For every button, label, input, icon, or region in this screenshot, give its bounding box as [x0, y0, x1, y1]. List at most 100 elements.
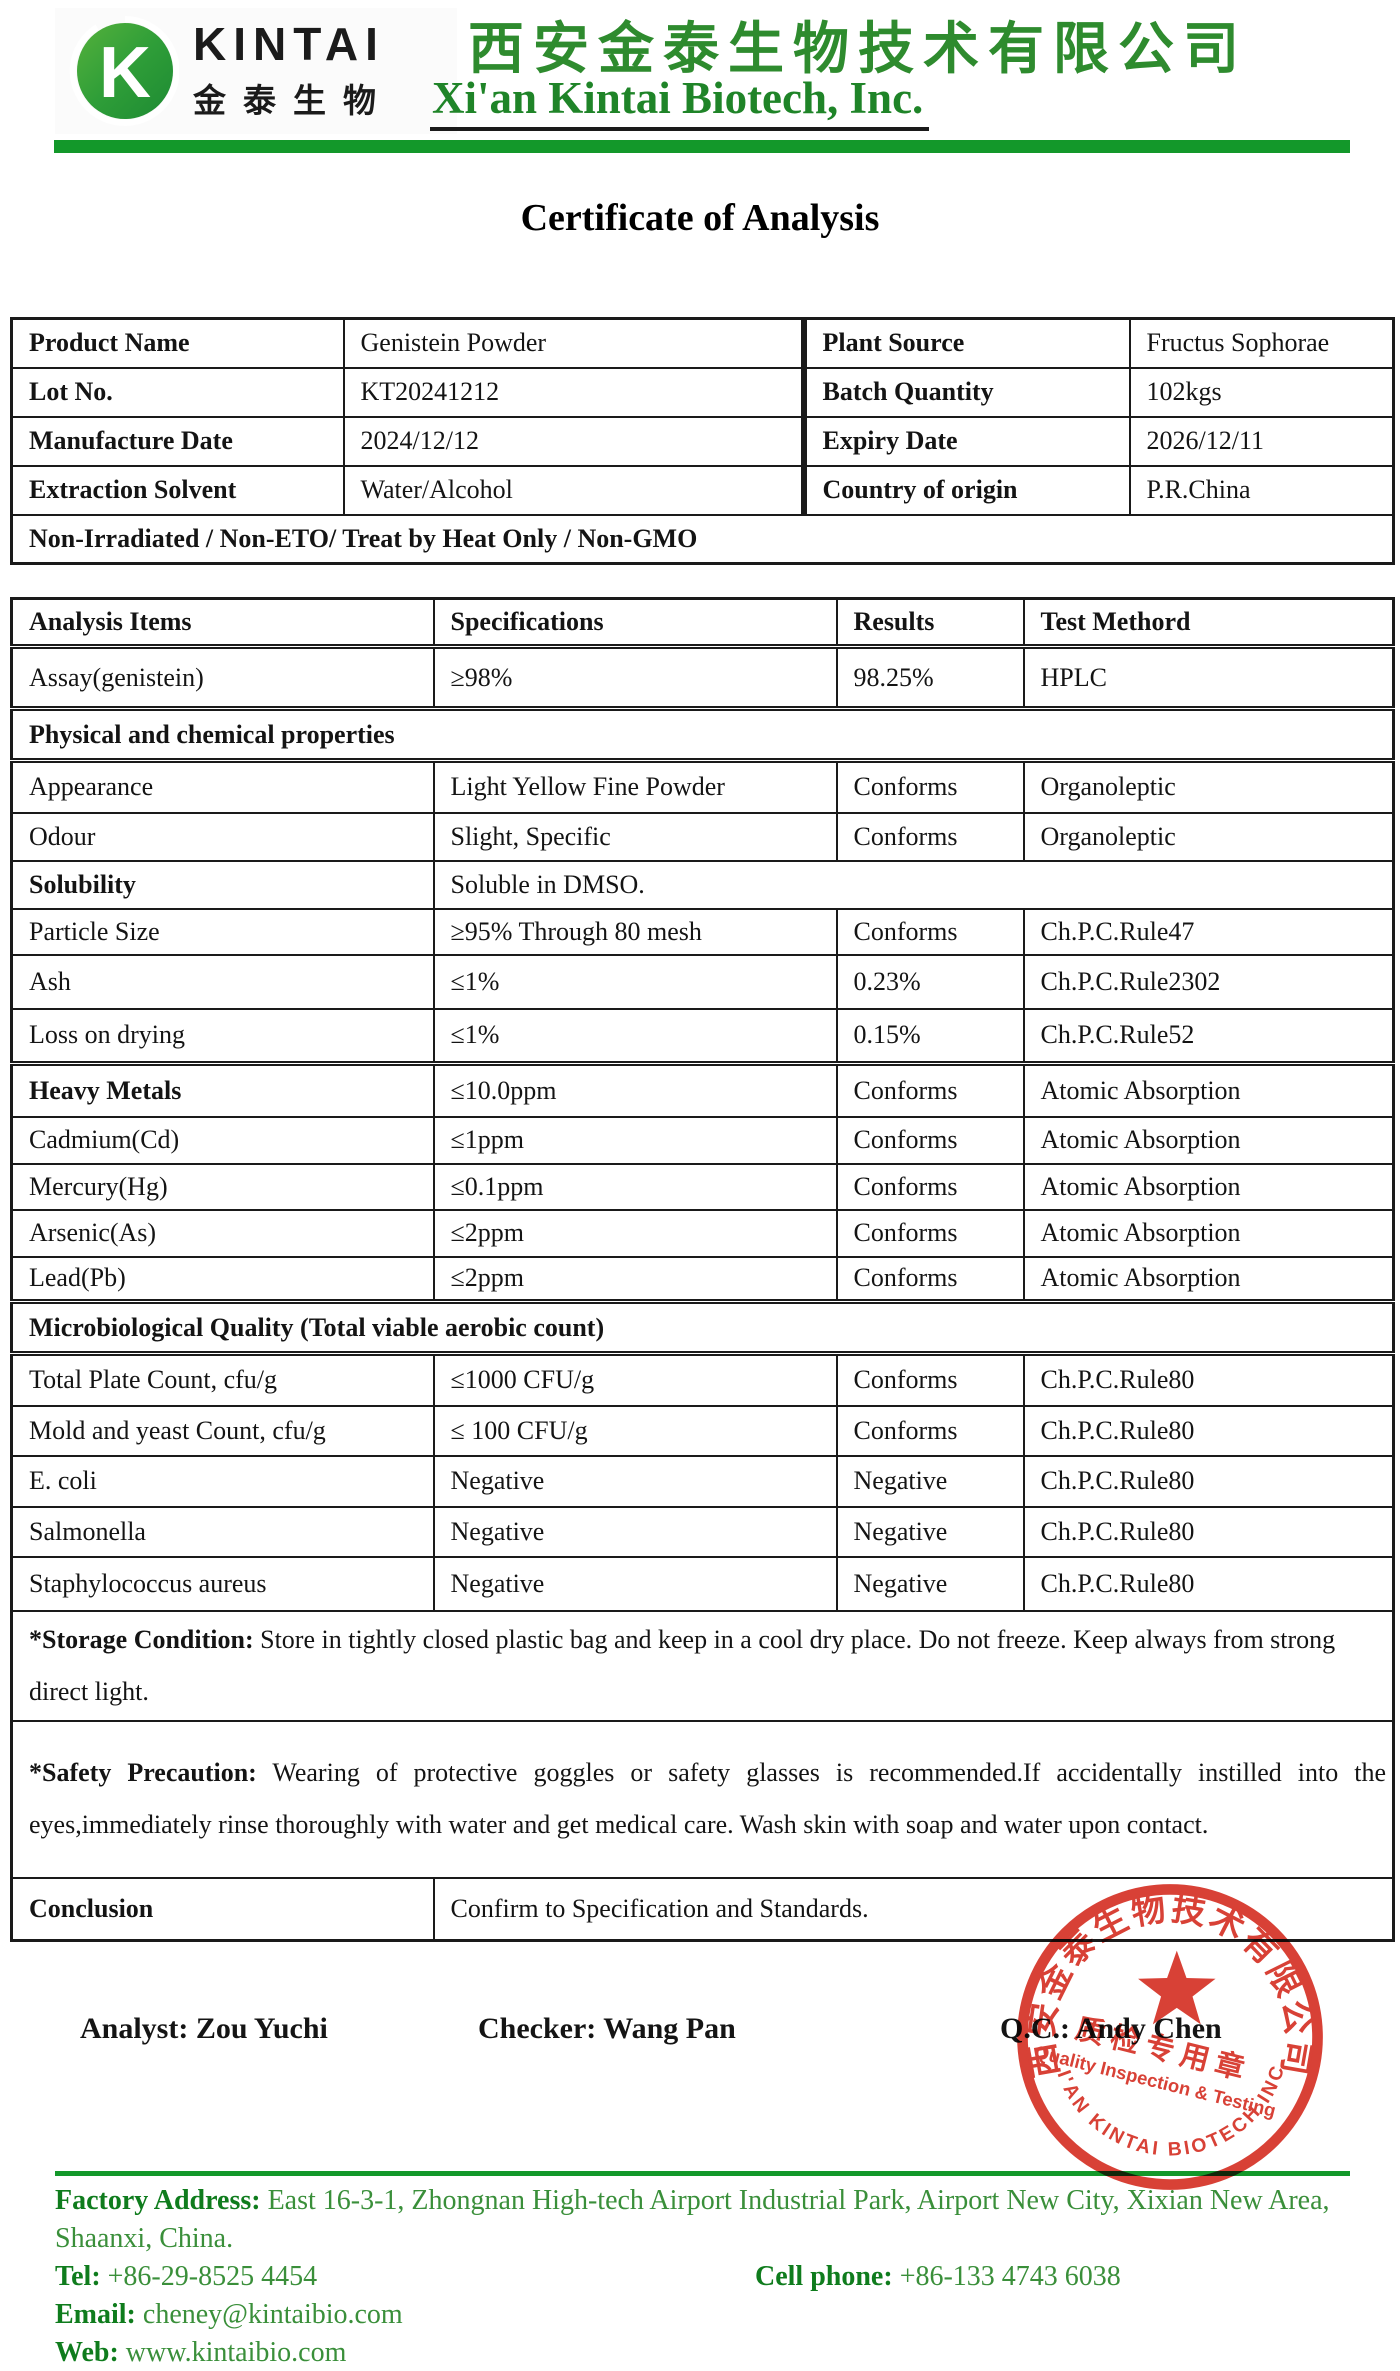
analysis-spec: ≤0.1ppm: [432, 1162, 838, 1211]
analysis-spec: ≥98%: [432, 645, 838, 710]
col-header-test-method: Test Methord: [1022, 597, 1395, 649]
analysis-spec: ≤2ppm: [432, 1208, 838, 1258]
analysis-method: Atomic Absorption: [1022, 1208, 1395, 1258]
table-row: Staphylococcus aureus Negative Negative …: [10, 1555, 1395, 1612]
company-name-chinese: 西安金泰生物技术有限公司: [468, 16, 1248, 82]
analysis-spec: ≤1%: [432, 1007, 838, 1065]
tel-value: +86-29-8525 4454: [100, 2261, 318, 2292]
analysis-method: Ch.P.C.Rule47: [1022, 907, 1395, 956]
non-irradiated-note: Non-Irradiated / Non-ETO/ Treat by Heat …: [10, 513, 1395, 565]
tel: Tel: +86-29-8525 4454: [55, 2261, 317, 2292]
analysis-spec: ≤2ppm: [432, 1255, 838, 1303]
analysis-result: Negative: [835, 1454, 1025, 1508]
footer-divider-bar: [55, 2171, 1350, 2176]
storage-condition-cell: *Storage Condition: Store in tightly clo…: [10, 1609, 1395, 1722]
analysis-result: Conforms: [835, 1404, 1025, 1457]
tel-label: Tel:: [55, 2261, 101, 2292]
logo-wordmark: KINTAI 金泰生物: [193, 20, 393, 122]
analysis-result: Negative: [835, 1505, 1025, 1558]
analysis-method: Atomic Absorption: [1022, 1255, 1395, 1303]
logo-k-letter: K: [99, 33, 151, 113]
analysis-item: E. coli: [10, 1454, 435, 1508]
product-name-label: Product Name: [10, 317, 345, 369]
analysis-item: Arsenic(As): [10, 1208, 435, 1258]
analysis-item: Loss on drying: [10, 1007, 435, 1065]
analysis-method: Atomic Absorption: [1022, 1061, 1395, 1118]
logo-circle: [77, 23, 173, 119]
analysis-method: Ch.P.C.Rule80: [1022, 1404, 1395, 1457]
table-row: Product Name Genistein Powder Plant Sour…: [10, 317, 1395, 369]
conclusion-label: Conclusion: [10, 1876, 435, 1942]
stamp-star: [1138, 1950, 1216, 2025]
analysis-item: Heavy Metals: [10, 1061, 435, 1118]
analyst-signature: Analyst: Zou Yuchi: [80, 2012, 328, 2045]
analysis-spec: Slight, Specific: [432, 811, 838, 862]
safety-precaution-label: *Safety Precaution:: [29, 1758, 257, 1787]
analysis-result: 0.23%: [835, 953, 1025, 1010]
extraction-solvent-value: Water/Alcohol: [342, 464, 805, 516]
analysis-spec: ≤1%: [432, 953, 838, 1010]
expiry-date-label: Expiry Date: [800, 415, 1131, 467]
col-header-results: Results: [835, 597, 1025, 649]
logo-swoosh: [69, 16, 179, 126]
cell-phone: Cell phone: +86-133 4743 6038: [755, 2258, 1121, 2296]
analysis-item: Ash: [10, 953, 435, 1010]
analysis-item: Particle Size: [10, 907, 435, 956]
analysis-spec: ≤1ppm: [432, 1115, 838, 1165]
web-row: Web: www.kintaibio.com: [55, 2334, 1355, 2371]
table-row: Total Plate Count, cfu/g ≤1000 CFU/g Con…: [10, 1352, 1395, 1407]
company-seal-stamp: 西安金泰生物技术有限公司 XI'AN KINTAI BIOTECH INC. 质…: [997, 1855, 1335, 2202]
logo-brand-cn: 金泰生物: [193, 81, 393, 121]
kintai-logo-icon: K: [69, 16, 179, 126]
col-header-analysis-items: Analysis Items: [10, 597, 435, 649]
analysis-spec: Negative: [432, 1454, 838, 1508]
analysis-spec: ≥95% Through 80 mesh: [432, 907, 838, 956]
company-name-english: Xi'an Kintai Biotech, Inc.: [430, 72, 930, 131]
analysis-result: Conforms: [835, 1208, 1025, 1258]
analysis-result: 0.15%: [835, 1007, 1025, 1065]
logo-brand-en: KINTAI: [193, 17, 385, 70]
table-row: Lot No. KT20241212 Batch Quantity 102kgs: [10, 366, 1395, 418]
analysis-result: Negative: [835, 1555, 1025, 1612]
analysis-spec: ≤10.0ppm: [432, 1061, 838, 1118]
batch-quantity-value: 102kgs: [1128, 366, 1395, 418]
table-row: Lead(Pb) ≤2ppm Conforms Atomic Absorptio…: [10, 1255, 1395, 1303]
header-divider-bar: [54, 140, 1350, 153]
country-of-origin-value: P.R.China: [1128, 464, 1395, 516]
table-row: Non-Irradiated / Non-ETO/ Treat by Heat …: [10, 513, 1395, 565]
factory-address: Factory Address: East 16-3-1, Zhongnan H…: [55, 2182, 1355, 2258]
analysis-spec: Negative: [432, 1555, 838, 1612]
section-title: Physical and chemical properties: [10, 706, 1395, 763]
analysis-result: Conforms: [835, 1115, 1025, 1165]
storage-condition-row: *Storage Condition: Store in tightly clo…: [10, 1609, 1395, 1722]
analysis-method: Organoleptic: [1022, 759, 1395, 814]
analysis-method: Atomic Absorption: [1022, 1115, 1395, 1165]
analysis-item: Cadmium(Cd): [10, 1115, 435, 1165]
stamp-icon: 西安金泰生物技术有限公司 XI'AN KINTAI BIOTECH INC. 质…: [997, 1855, 1323, 2190]
analysis-method: Ch.P.C.Rule80: [1022, 1505, 1395, 1558]
email-row: Email: cheney@kintaibio.com: [55, 2296, 1355, 2334]
table-row: Ash ≤1% 0.23% Ch.P.C.Rule2302: [10, 953, 1395, 1010]
table-row: Assay(genistein) ≥98% 98.25% HPLC: [10, 645, 1395, 710]
phone-row: Tel: +86-29-8525 4454 Cell phone: +86-13…: [55, 2258, 1355, 2296]
lot-no-label: Lot No.: [10, 366, 345, 418]
section-title: Microbiological Quality (Total viable ae…: [10, 1299, 1395, 1356]
safety-precaution-text: Wearing of protective goggles or safety …: [29, 1758, 1387, 1839]
safety-precaution-cell: *Safety Precaution: Wearing of protectiv…: [10, 1719, 1395, 1879]
stamp-ring: [1017, 1884, 1323, 2190]
batch-quantity-label: Batch Quantity: [800, 366, 1131, 418]
analysis-item: Mercury(Hg): [10, 1162, 435, 1211]
table-row: Loss on drying ≤1% 0.15% Ch.P.C.Rule52: [10, 1007, 1395, 1065]
analysis-item: Odour: [10, 811, 435, 862]
analysis-method: Ch.P.C.Rule80: [1022, 1555, 1395, 1612]
analysis-result: Conforms: [835, 811, 1025, 862]
cell-phone-value: +86-133 4743 6038: [892, 2261, 1121, 2292]
expiry-date-value: 2026/12/11: [1128, 415, 1395, 467]
web-value: www.kintaibio.com: [118, 2337, 347, 2368]
analysis-item: Solubility: [10, 859, 435, 910]
analysis-item: Staphylococcus aureus: [10, 1555, 435, 1612]
lot-no-value: KT20241212: [342, 366, 805, 418]
plant-source-label: Plant Source: [800, 317, 1131, 369]
analysis-item: Assay(genistein): [10, 645, 435, 710]
table-row: Cadmium(Cd) ≤1ppm Conforms Atomic Absorp…: [10, 1115, 1395, 1165]
